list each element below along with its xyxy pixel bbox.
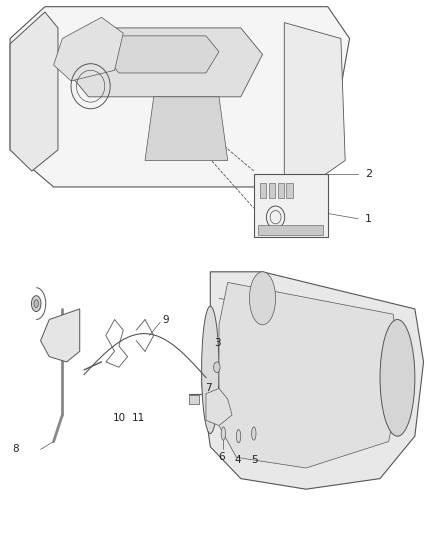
Text: 7: 7 bbox=[205, 383, 212, 393]
Ellipse shape bbox=[250, 272, 276, 325]
Polygon shape bbox=[201, 272, 424, 489]
Polygon shape bbox=[67, 28, 262, 97]
Bar bbox=[269, 183, 275, 198]
Polygon shape bbox=[219, 282, 402, 468]
Ellipse shape bbox=[221, 427, 226, 440]
Bar bbox=[260, 183, 266, 198]
Polygon shape bbox=[145, 97, 228, 160]
Ellipse shape bbox=[214, 362, 220, 373]
Text: 5: 5 bbox=[252, 455, 258, 465]
Ellipse shape bbox=[34, 300, 39, 308]
Text: 2: 2 bbox=[365, 169, 372, 179]
Bar bbox=[188, 395, 199, 405]
Bar bbox=[286, 183, 293, 198]
Text: 11: 11 bbox=[132, 413, 145, 423]
Ellipse shape bbox=[237, 430, 241, 443]
Polygon shape bbox=[206, 389, 232, 425]
Text: 1: 1 bbox=[365, 214, 372, 224]
Ellipse shape bbox=[201, 306, 219, 433]
Text: 9: 9 bbox=[162, 314, 169, 325]
Bar bbox=[258, 225, 323, 235]
Bar bbox=[278, 183, 284, 198]
Text: 6: 6 bbox=[218, 453, 225, 463]
Polygon shape bbox=[10, 12, 58, 171]
Polygon shape bbox=[284, 22, 345, 182]
Text: 8: 8 bbox=[12, 445, 19, 455]
Ellipse shape bbox=[380, 319, 415, 436]
Text: 4: 4 bbox=[234, 455, 241, 465]
Polygon shape bbox=[106, 36, 219, 73]
FancyBboxPatch shape bbox=[254, 174, 328, 237]
Text: 10: 10 bbox=[113, 413, 126, 423]
Polygon shape bbox=[41, 309, 80, 362]
Text: 3: 3 bbox=[215, 338, 221, 349]
Polygon shape bbox=[53, 17, 123, 81]
Polygon shape bbox=[10, 7, 350, 187]
Ellipse shape bbox=[252, 427, 256, 440]
Ellipse shape bbox=[32, 296, 41, 312]
